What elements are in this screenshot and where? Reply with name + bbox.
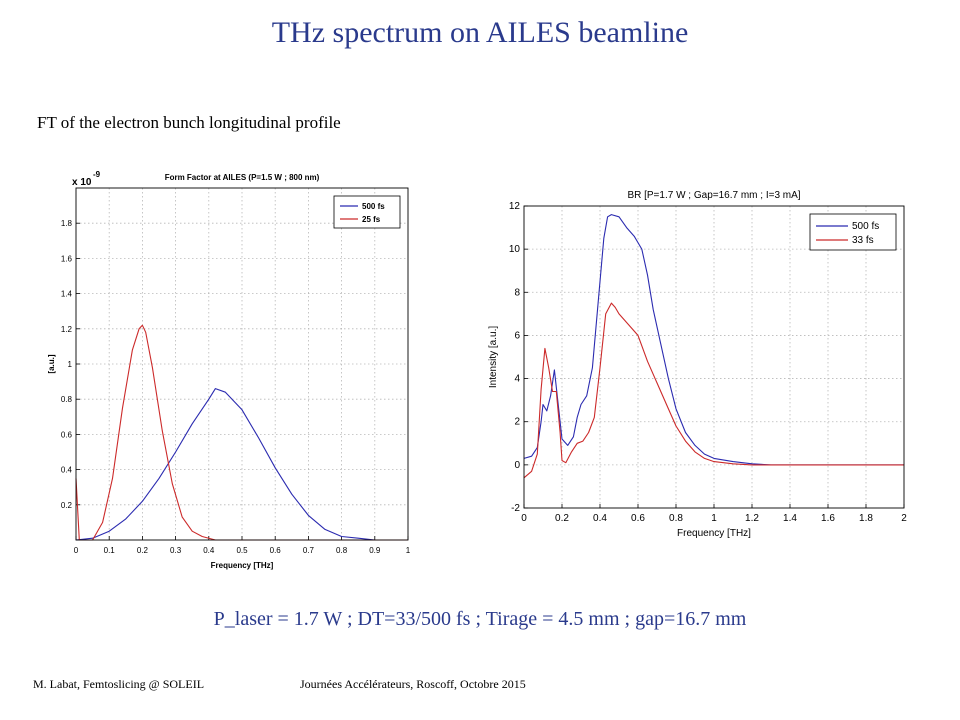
x-tick-label: 0.6 bbox=[631, 513, 645, 524]
x-tick-label: 0.8 bbox=[669, 513, 683, 524]
x-tick-label: 1.6 bbox=[821, 513, 835, 524]
x-tick-label: 0.4 bbox=[203, 546, 215, 555]
y-tick-label: 1.4 bbox=[61, 290, 73, 299]
chart-title: BR [P=1.7 W ; Gap=16.7 mm ; I=3 mA] bbox=[627, 190, 800, 201]
x-tick-label: 1 bbox=[711, 513, 717, 524]
x-tick-label: 0 bbox=[74, 546, 79, 555]
br-spectrum-chart: 0 0.2 0.4 0.6 0.8 1 1.2 1.4 1.6 1.8 2-2024681012BR… bbox=[488, 190, 907, 539]
slide-subtitle: FT of the electron bunch longitudinal pr… bbox=[37, 113, 341, 132]
y-multiplier: x 10 bbox=[72, 177, 92, 188]
legend-label: 500 fs bbox=[852, 221, 879, 232]
x-tick-label: 0.6 bbox=[270, 546, 282, 555]
x-tick-label: 0.3 bbox=[170, 546, 182, 555]
y-tick-label: 12 bbox=[509, 201, 521, 212]
y-tick-label: 1.2 bbox=[61, 325, 73, 334]
plot-frame bbox=[523, 205, 905, 509]
y-tick-label: -2 bbox=[511, 503, 520, 514]
x-axis-label: Frequency [THz] bbox=[677, 528, 751, 539]
series-line-1 bbox=[523, 302, 904, 479]
x-tick-label: 0.4 bbox=[593, 513, 607, 524]
y-tick-label: 1.6 bbox=[61, 254, 73, 263]
y-exponent: -9 bbox=[93, 170, 101, 179]
y-tick-label: 8 bbox=[514, 287, 520, 298]
legend-box bbox=[333, 195, 401, 229]
x-tick-label: 0.8 bbox=[336, 546, 348, 555]
x-tick-label: 1 bbox=[406, 546, 411, 555]
series-line-1 bbox=[75, 324, 408, 541]
x-tick-label: 0.9 bbox=[369, 546, 381, 555]
y-tick-label: 1.8 bbox=[61, 219, 73, 228]
y-tick-label: 0.4 bbox=[61, 466, 73, 475]
y-tick-label: 0.2 bbox=[61, 501, 73, 510]
y-tick-label: 1 bbox=[68, 360, 73, 369]
x-tick-label: 1.4 bbox=[783, 513, 797, 524]
plot-area bbox=[524, 206, 904, 508]
legend-box bbox=[809, 213, 897, 251]
x-tick-label: 0.7 bbox=[303, 546, 315, 555]
legend-label: 500 fs bbox=[362, 202, 385, 211]
y-tick-label: 0.8 bbox=[61, 395, 73, 404]
y-axis-label: Intensity [a.u.] bbox=[488, 326, 499, 388]
x-tick-label: 0.2 bbox=[555, 513, 569, 524]
form-factor-chart: 0 0.1 0.2 0.3 0.4 0.5 0.6 0.7 0.8 0.9 1 0.2 0.4 0.6 0.… bbox=[47, 170, 411, 570]
y-tick-label: 2 bbox=[514, 417, 520, 428]
legend-label: 25 fs bbox=[362, 215, 381, 224]
x-tick-label: 0 bbox=[521, 513, 527, 524]
y-tick-label: 6 bbox=[514, 330, 520, 341]
x-tick-label: 0.2 bbox=[137, 546, 149, 555]
y-tick-label: 10 bbox=[509, 244, 521, 255]
x-tick-label: 2 bbox=[901, 513, 907, 524]
y-tick-label: 0.6 bbox=[61, 430, 73, 439]
slide-title: THz spectrum on AILES beamline bbox=[271, 16, 689, 49]
x-axis-label: Frequency [THz] bbox=[211, 561, 274, 570]
legend-label: 33 fs bbox=[852, 235, 874, 246]
plot-frame bbox=[75, 187, 409, 541]
footer-event: Journées Accélérateurs, Roscoff, Octobre… bbox=[300, 677, 526, 691]
x-tick-label: 1.8 bbox=[859, 513, 873, 524]
chart-title: Form Factor at AILES (P=1.5 W ; 800 nm) bbox=[165, 173, 320, 182]
y-tick-label: 0 bbox=[514, 460, 520, 471]
series-line-0 bbox=[523, 214, 904, 466]
x-tick-label: 1.2 bbox=[745, 513, 759, 524]
footer-author: M. Labat, Femtoslicing @ SOLEIL bbox=[33, 677, 205, 691]
y-tick-label: 4 bbox=[514, 374, 520, 385]
y-axis-label: [a.u.] bbox=[47, 354, 56, 373]
experiment-parameters: P_laser = 1.7 W ; DT=33/500 fs ; Tirage … bbox=[213, 608, 747, 630]
series-line-0 bbox=[75, 388, 408, 541]
x-tick-label: 0.5 bbox=[236, 546, 248, 555]
x-tick-label: 0.1 bbox=[104, 546, 116, 555]
